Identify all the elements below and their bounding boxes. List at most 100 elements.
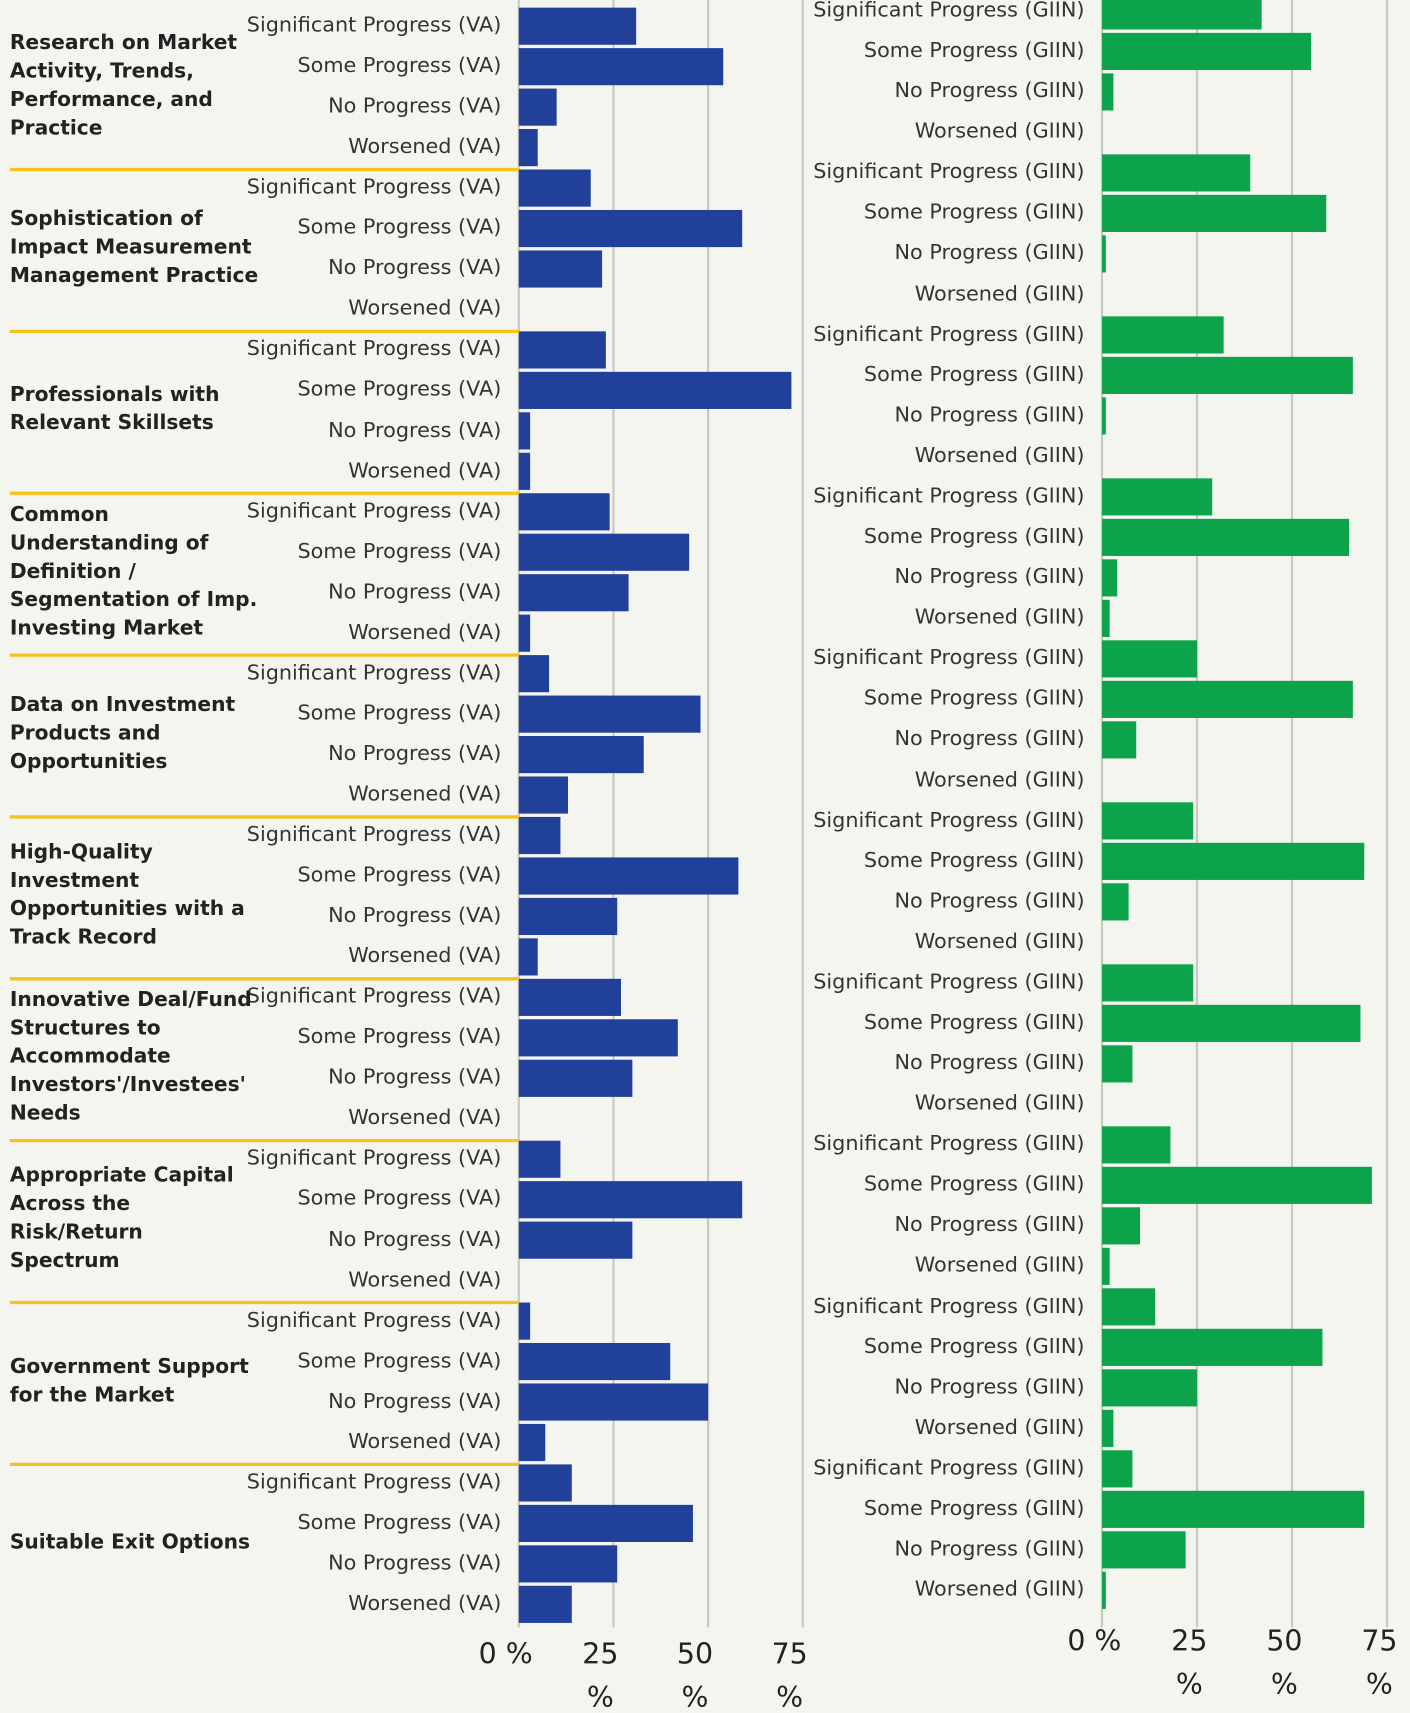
bar	[1102, 883, 1129, 921]
row-label: Significant Progress (GIIN)	[813, 0, 1085, 22]
row-label: Some Progress (VA)	[297, 377, 502, 402]
row-label: Some Progress (GIIN)	[863, 848, 1085, 873]
row-label: Worsened (VA)	[348, 1591, 502, 1616]
row-label: Some Progress (VA)	[297, 539, 502, 564]
row-label: Significant Progress (GIIN)	[813, 969, 1085, 994]
row-label: Some Progress (VA)	[297, 862, 502, 887]
bar	[518, 776, 569, 814]
row-label: No Progress (VA)	[328, 1550, 502, 1575]
row-label: No Progress (GIIN)	[894, 726, 1085, 751]
row-label: Worsened (GIIN)	[914, 1415, 1085, 1440]
bar	[1102, 964, 1194, 1002]
bar	[1102, 802, 1194, 840]
row-label: Some Progress (GIIN)	[863, 1334, 1085, 1359]
row-label: Some Progress (GIIN)	[863, 200, 1085, 225]
row-label: Some Progress (VA)	[297, 1024, 502, 1049]
row-label: Some Progress (VA)	[297, 215, 502, 240]
group-label: High-Quality Investment Opportunities wi…	[9, 840, 245, 950]
bar	[1102, 842, 1365, 880]
row-label: Significant Progress (VA)	[246, 1469, 502, 1494]
bar	[518, 129, 538, 167]
row-label: Some Progress (VA)	[297, 1186, 502, 1211]
x-tick-label: 50 %	[676, 1638, 714, 1713]
group-label: Common Understanding of Definition / Seg…	[9, 503, 258, 640]
bar	[518, 1019, 678, 1057]
x-tick-label: 0 %	[1067, 1625, 1122, 1658]
group-label: Innovative Deal/Fund Structures to Accom…	[9, 988, 252, 1126]
row-label: Worsened (VA)	[348, 1267, 502, 1292]
bar	[1102, 73, 1114, 111]
row-label: No Progress (GIIN)	[894, 240, 1085, 265]
bar	[1102, 1571, 1106, 1609]
row-label: Worsened (GIIN)	[914, 1577, 1085, 1602]
row-label: Some Progress (VA)	[297, 1348, 502, 1373]
row-label: No Progress (VA)	[328, 741, 502, 766]
row-label: Worsened (VA)	[348, 1105, 502, 1130]
bar	[1102, 640, 1198, 678]
bar	[1102, 559, 1118, 597]
row-label: Significant Progress (GIIN)	[813, 1131, 1085, 1156]
row-label: Significant Progress (VA)	[246, 336, 502, 361]
row-label: No Progress (VA)	[328, 579, 502, 604]
row-label: No Progress (GIIN)	[894, 564, 1085, 589]
row-label: Some Progress (GIIN)	[863, 686, 1085, 711]
row-label: Some Progress (GIIN)	[863, 38, 1085, 63]
row-label: No Progress (VA)	[328, 1065, 502, 1090]
x-tick-label: 0 %	[478, 1638, 533, 1672]
row-label: Significant Progress (VA)	[246, 174, 502, 199]
bar	[1102, 154, 1251, 192]
bar	[1102, 518, 1350, 556]
row-label: No Progress (GIIN)	[894, 1536, 1085, 1561]
bar	[1102, 1166, 1372, 1204]
row-label: No Progress (GIIN)	[894, 1212, 1085, 1237]
bar	[518, 1342, 671, 1381]
bar	[1102, 1004, 1361, 1042]
bar	[1102, 1247, 1110, 1285]
row-label: Worsened (GIIN)	[914, 281, 1085, 306]
row-label: Significant Progress (VA)	[246, 1307, 502, 1333]
row-label: Significant Progress (GIIN)	[813, 1293, 1085, 1318]
row-label: Significant Progress (VA)	[246, 822, 502, 847]
group-label: Appropriate Capital Across the Risk/Retu…	[9, 1164, 234, 1273]
bar	[518, 1423, 546, 1462]
bar	[1102, 1207, 1141, 1245]
row-label: Significant Progress (VA)	[246, 984, 502, 1009]
bar	[1102, 478, 1213, 516]
bar	[1102, 1450, 1133, 1488]
bar	[518, 978, 622, 1016]
bar	[518, 857, 739, 895]
row-label: Significant Progress (GIIN)	[813, 645, 1085, 670]
bar	[518, 897, 618, 936]
bar	[518, 1181, 743, 1219]
group-label: Research on Market Activity, Trends, Per…	[9, 31, 238, 140]
bar	[518, 614, 531, 652]
bar	[518, 412, 531, 450]
bar	[518, 816, 561, 855]
bar	[1102, 680, 1353, 718]
bar	[518, 938, 538, 976]
row-label: Some Progress (GIIN)	[863, 524, 1085, 549]
row-label: No Progress (GIIN)	[894, 1374, 1085, 1399]
row-label: Significant Progress (GIIN)	[813, 159, 1085, 184]
bar	[518, 1545, 618, 1583]
group-label: Data on Investment Products and Opportun…	[9, 693, 236, 774]
row-label: Significant Progress (VA)	[246, 498, 502, 523]
row-label: Worsened (VA)	[348, 620, 502, 645]
bar	[1102, 1369, 1198, 1407]
bar	[518, 1302, 531, 1340]
bar	[518, 533, 690, 571]
row-label: Some Progress (VA)	[297, 53, 502, 78]
group-label: Sophistication of Impact Measurement Man…	[9, 207, 259, 288]
row-label: No Progress (VA)	[328, 1388, 502, 1413]
row-label: No Progress (GIIN)	[894, 888, 1085, 913]
row-label: Worsened (GIIN)	[914, 1091, 1085, 1116]
row-label: No Progress (VA)	[328, 1227, 502, 1252]
row-label: Worsened (GIIN)	[914, 929, 1085, 954]
bar	[518, 1504, 693, 1542]
row-label: Worsened (GIIN)	[914, 443, 1085, 468]
row-label: Significant Progress (GIIN)	[813, 1455, 1085, 1480]
bar	[518, 7, 637, 45]
bar	[1102, 0, 1262, 30]
row-label: Worsened (VA)	[348, 781, 502, 806]
